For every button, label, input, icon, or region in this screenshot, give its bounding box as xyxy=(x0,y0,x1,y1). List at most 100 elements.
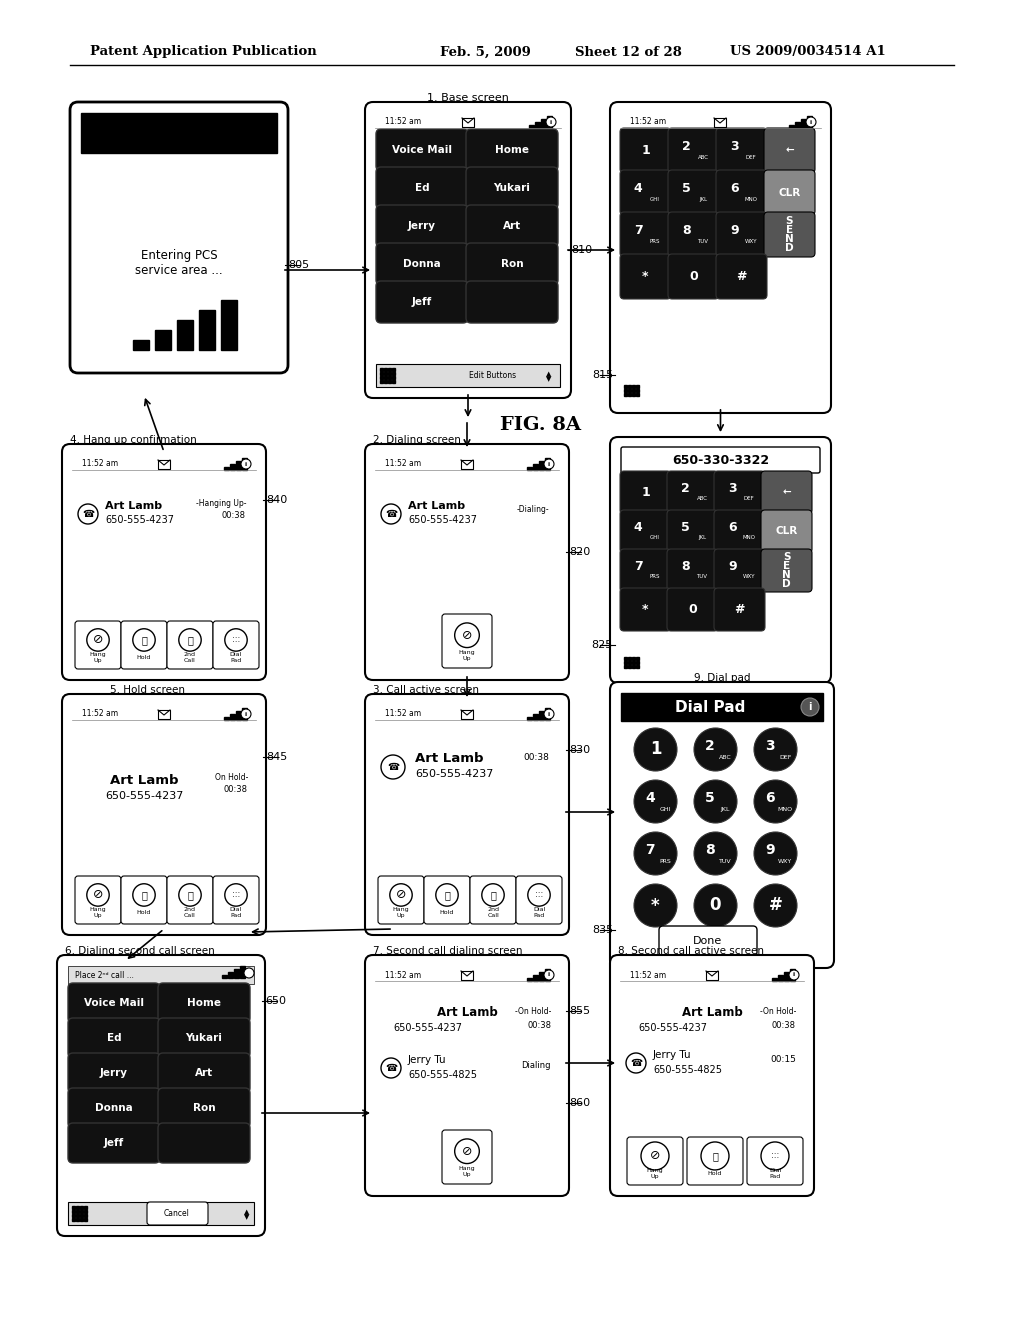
FancyBboxPatch shape xyxy=(158,1018,250,1059)
Text: -On Hold-: -On Hold- xyxy=(760,1006,796,1015)
Text: 650: 650 xyxy=(265,997,286,1006)
FancyBboxPatch shape xyxy=(764,128,815,173)
Text: 9: 9 xyxy=(765,843,775,857)
Text: Art Lamb: Art Lamb xyxy=(110,774,178,787)
Circle shape xyxy=(527,884,550,906)
FancyBboxPatch shape xyxy=(213,876,259,924)
Text: GHI: GHI xyxy=(650,197,659,202)
Text: Done: Done xyxy=(693,936,723,946)
Bar xyxy=(224,717,229,719)
Text: Dial Pad: Dial Pad xyxy=(675,700,745,714)
FancyBboxPatch shape xyxy=(365,694,569,935)
Circle shape xyxy=(455,623,479,648)
FancyBboxPatch shape xyxy=(147,1203,208,1225)
Text: S
E
N
D: S E N D xyxy=(785,216,794,252)
Text: 3: 3 xyxy=(730,140,738,153)
FancyBboxPatch shape xyxy=(764,170,815,215)
Text: 835: 835 xyxy=(592,925,613,935)
Bar xyxy=(221,300,237,350)
Text: 820: 820 xyxy=(569,546,590,557)
Bar xyxy=(392,376,395,379)
Text: 2: 2 xyxy=(681,482,689,495)
Circle shape xyxy=(694,832,737,875)
Text: 00:38: 00:38 xyxy=(222,511,246,520)
Text: Voice Mail: Voice Mail xyxy=(392,145,452,154)
Text: 11:52 am: 11:52 am xyxy=(82,710,118,718)
Text: i: i xyxy=(548,462,550,466)
Text: DEF: DEF xyxy=(745,154,757,160)
Bar xyxy=(199,310,215,350)
Text: CLR: CLR xyxy=(778,187,801,198)
Bar xyxy=(636,657,639,660)
FancyBboxPatch shape xyxy=(424,876,470,924)
Text: Place 2ⁿᵈ call ...: Place 2ⁿᵈ call ... xyxy=(75,970,134,979)
Bar xyxy=(527,978,532,981)
Text: PRS: PRS xyxy=(659,858,671,863)
FancyBboxPatch shape xyxy=(70,102,288,374)
Text: 2nd
Call: 2nd Call xyxy=(487,907,499,917)
Circle shape xyxy=(634,729,677,771)
Text: Ron: Ron xyxy=(501,259,523,269)
Text: Ed: Ed xyxy=(106,1034,121,1043)
Bar xyxy=(380,368,383,371)
Text: 00:38: 00:38 xyxy=(527,1020,551,1030)
Text: Dialing: Dialing xyxy=(521,1060,551,1069)
Text: 4. Hang up confirmation: 4. Hang up confirmation xyxy=(70,436,197,445)
Text: 650-555-4825: 650-555-4825 xyxy=(653,1065,722,1074)
Text: #: # xyxy=(734,603,744,616)
Text: 845: 845 xyxy=(266,752,288,762)
Text: 805: 805 xyxy=(288,260,309,271)
Circle shape xyxy=(225,628,247,651)
Bar xyxy=(68,966,254,983)
Bar xyxy=(628,661,631,664)
Text: 6: 6 xyxy=(730,182,738,194)
Text: ←: ← xyxy=(785,145,794,156)
Bar xyxy=(230,465,234,470)
Text: 2. Dialing screen: 2. Dialing screen xyxy=(373,436,461,445)
Text: ⦻: ⦻ xyxy=(712,1151,718,1162)
Text: Hang
Up: Hang Up xyxy=(459,649,475,661)
Bar xyxy=(628,657,631,660)
Bar xyxy=(384,376,387,379)
Circle shape xyxy=(694,780,737,822)
Text: Jerry: Jerry xyxy=(100,1068,128,1078)
Text: 6. Dialing second call screen: 6. Dialing second call screen xyxy=(65,946,215,956)
Bar xyxy=(133,341,150,350)
Text: 7: 7 xyxy=(645,843,655,857)
Bar xyxy=(632,389,635,392)
FancyBboxPatch shape xyxy=(62,694,266,935)
FancyBboxPatch shape xyxy=(68,1018,160,1059)
Text: Jerry Tu: Jerry Tu xyxy=(653,1049,691,1060)
FancyBboxPatch shape xyxy=(659,927,757,956)
Bar xyxy=(632,657,635,660)
Bar xyxy=(72,1214,75,1217)
Text: service area ...: service area ... xyxy=(135,264,223,276)
Circle shape xyxy=(806,117,816,127)
Text: Hold: Hold xyxy=(137,909,152,915)
Text: ⦻: ⦻ xyxy=(187,635,193,645)
Bar xyxy=(790,125,794,128)
Bar xyxy=(80,1218,83,1221)
Bar xyxy=(632,393,635,396)
Text: ☎: ☎ xyxy=(385,1063,397,1073)
FancyBboxPatch shape xyxy=(466,129,558,172)
Circle shape xyxy=(544,459,554,469)
Text: Ron: Ron xyxy=(193,1104,215,1113)
FancyBboxPatch shape xyxy=(376,168,468,209)
Bar xyxy=(539,711,544,719)
Text: 1: 1 xyxy=(641,486,650,499)
Bar xyxy=(76,1218,79,1221)
Text: ⊘: ⊘ xyxy=(395,888,407,902)
Circle shape xyxy=(634,832,677,875)
Text: 0: 0 xyxy=(689,271,698,282)
Text: Jerry Tu: Jerry Tu xyxy=(408,1055,446,1065)
FancyBboxPatch shape xyxy=(746,1137,803,1185)
FancyBboxPatch shape xyxy=(376,243,468,285)
Text: *: * xyxy=(651,896,659,915)
Text: :::: ::: xyxy=(231,635,240,644)
Bar xyxy=(624,393,627,396)
Text: ⊘: ⊘ xyxy=(462,1144,472,1158)
FancyBboxPatch shape xyxy=(68,1053,160,1093)
Bar xyxy=(624,661,627,664)
Bar xyxy=(177,319,193,350)
